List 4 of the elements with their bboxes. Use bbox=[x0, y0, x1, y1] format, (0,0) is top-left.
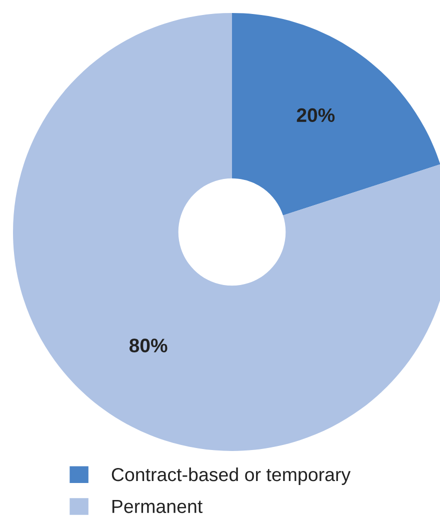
legend-label: Permanent bbox=[112, 500, 203, 514]
data-label: 80% bbox=[129, 338, 168, 352]
data-label: 20% bbox=[296, 108, 335, 122]
legend-label: Contract-based or temporary bbox=[112, 467, 351, 485]
